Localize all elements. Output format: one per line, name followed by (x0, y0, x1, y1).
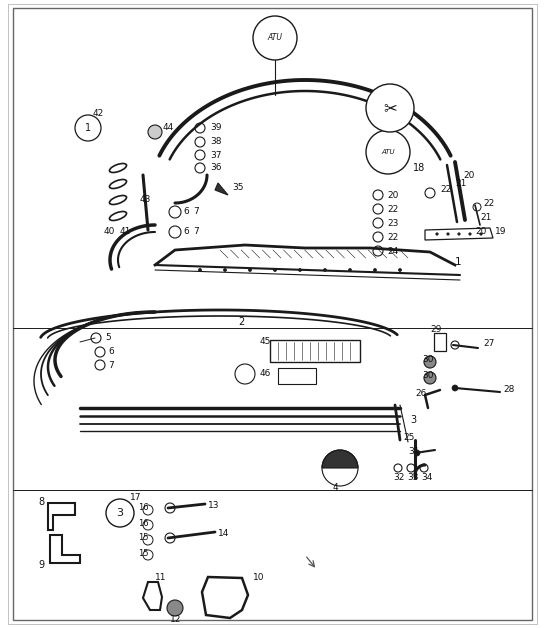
Text: 20: 20 (387, 190, 398, 200)
Text: 13: 13 (208, 501, 220, 509)
Text: 10: 10 (253, 573, 264, 583)
Circle shape (452, 385, 458, 391)
Circle shape (480, 233, 482, 236)
Text: 6: 6 (183, 207, 189, 217)
Text: 37: 37 (210, 151, 221, 160)
Text: 1: 1 (455, 257, 462, 267)
Text: 46: 46 (260, 369, 271, 379)
Text: 24: 24 (387, 247, 398, 256)
Wedge shape (322, 450, 358, 468)
Text: 43: 43 (140, 195, 152, 205)
Text: ✂: ✂ (383, 99, 397, 117)
Text: 22: 22 (440, 185, 451, 195)
Circle shape (424, 356, 436, 368)
Text: 7: 7 (193, 227, 199, 237)
Text: 2: 2 (238, 317, 244, 327)
Text: 20: 20 (475, 227, 486, 237)
Text: 38: 38 (210, 138, 221, 146)
Text: 14: 14 (218, 529, 229, 538)
Circle shape (348, 269, 352, 271)
Polygon shape (215, 183, 228, 195)
Circle shape (324, 269, 326, 271)
Text: 30: 30 (422, 372, 433, 381)
Circle shape (253, 16, 297, 60)
Circle shape (148, 125, 162, 139)
Text: 7: 7 (108, 360, 114, 369)
Text: 45: 45 (260, 337, 271, 347)
Text: 18: 18 (413, 163, 425, 173)
Text: 35: 35 (232, 183, 244, 193)
Text: 19: 19 (495, 227, 506, 237)
Text: 4: 4 (333, 484, 338, 492)
Text: 22: 22 (387, 205, 398, 214)
Text: ATU: ATU (268, 33, 282, 43)
Text: 3: 3 (117, 508, 124, 518)
Text: 28: 28 (503, 386, 514, 394)
Circle shape (249, 269, 251, 271)
Circle shape (75, 115, 101, 141)
Text: 7: 7 (193, 207, 199, 217)
Circle shape (274, 269, 276, 271)
Text: 11: 11 (155, 573, 167, 583)
Text: 21: 21 (455, 180, 467, 188)
Text: 34: 34 (421, 474, 432, 482)
Text: 23: 23 (387, 219, 398, 227)
Circle shape (414, 450, 420, 456)
Text: 6: 6 (183, 227, 189, 237)
Text: 8: 8 (38, 497, 44, 507)
Text: 22: 22 (387, 232, 398, 242)
Circle shape (167, 600, 183, 616)
Circle shape (366, 84, 414, 132)
Text: 36: 36 (210, 163, 221, 173)
Text: 17: 17 (130, 494, 142, 502)
Text: 15: 15 (138, 548, 148, 558)
Text: 3: 3 (410, 415, 416, 425)
Circle shape (198, 269, 202, 271)
Circle shape (235, 364, 255, 384)
Text: 41: 41 (120, 227, 131, 237)
Text: 30: 30 (422, 355, 433, 364)
Circle shape (447, 233, 449, 236)
Bar (434, 333, 446, 351)
Text: 9: 9 (38, 560, 44, 570)
Text: 33: 33 (407, 474, 419, 482)
Text: 16: 16 (138, 519, 149, 528)
Bar (278, 368, 316, 384)
Text: 15: 15 (138, 534, 148, 543)
Circle shape (458, 233, 460, 236)
Text: 25: 25 (403, 433, 414, 441)
Bar (270, 340, 360, 362)
Circle shape (106, 499, 134, 527)
Text: 27: 27 (483, 340, 494, 349)
Text: 6: 6 (108, 347, 114, 357)
Text: 40: 40 (104, 227, 116, 237)
Text: 42: 42 (93, 109, 104, 117)
Text: 44: 44 (163, 124, 174, 133)
Text: 5: 5 (105, 332, 111, 342)
Text: 22: 22 (483, 200, 494, 208)
Text: 20: 20 (463, 171, 474, 180)
Circle shape (424, 372, 436, 384)
Circle shape (366, 130, 410, 174)
Text: 21: 21 (480, 214, 492, 222)
Text: ATU: ATU (381, 149, 395, 155)
Circle shape (299, 269, 301, 271)
Text: 16: 16 (138, 504, 149, 512)
Circle shape (223, 269, 227, 271)
Circle shape (373, 269, 377, 271)
Text: 29: 29 (430, 325, 441, 335)
Text: 31: 31 (408, 448, 420, 457)
Circle shape (469, 233, 471, 236)
Text: 12: 12 (170, 615, 181, 624)
Text: 39: 39 (210, 124, 221, 133)
Circle shape (436, 233, 438, 236)
Text: 26: 26 (415, 389, 426, 398)
Text: 1: 1 (85, 123, 91, 133)
Circle shape (398, 269, 402, 271)
Text: 32: 32 (393, 474, 404, 482)
